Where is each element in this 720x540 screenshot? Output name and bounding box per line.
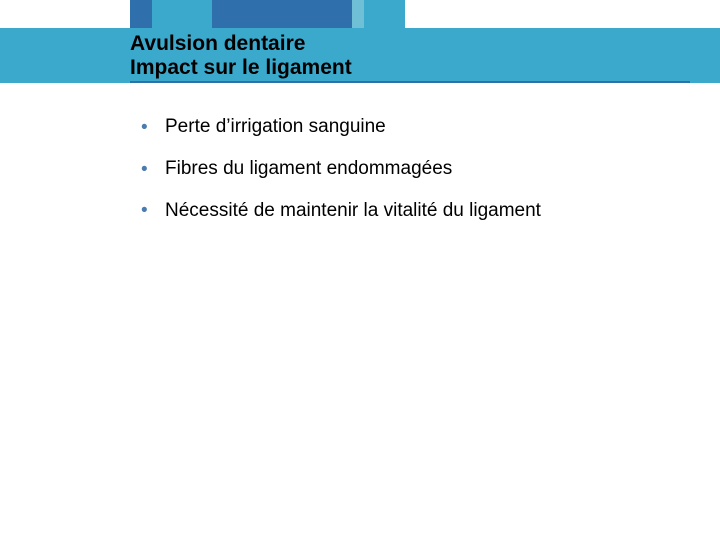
bullet-item: • Perte d’irrigation sanguine (135, 115, 695, 139)
bullet-text: Nécessité de maintenir la vitalité du li… (165, 200, 541, 221)
top-bar-segment (152, 0, 212, 28)
bullet-marker-icon: • (141, 160, 148, 179)
top-bar-segment (212, 0, 352, 28)
top-bar-segment (364, 0, 405, 28)
header-band: Avulsion dentaire Impact sur le ligament (0, 28, 720, 83)
bullet-list: • Perte d’irrigation sanguine • Fibres du l… (135, 115, 695, 222)
title-underline (130, 81, 690, 83)
slide-title-line1: Avulsion dentaire (130, 32, 352, 56)
top-bar-segment (352, 0, 364, 28)
bullet-item: • Nécessité de maintenir la vitalité du l… (135, 199, 695, 223)
bullet-marker-icon: • (141, 118, 148, 137)
bullet-marker-icon: • (141, 201, 148, 220)
slide-title: Avulsion dentaire Impact sur le ligament (130, 32, 352, 80)
top-bar-segment (130, 0, 152, 28)
top-accent-bar (0, 0, 405, 28)
bullet-item: • Fibres du ligament endommagées (135, 157, 695, 181)
slide-title-line2: Impact sur le ligament (130, 56, 352, 80)
top-bar-segment (0, 0, 130, 28)
bullet-text: Perte d’irrigation sanguine (165, 116, 386, 137)
content-area: • Perte d’irrigation sanguine • Fibres du l… (135, 115, 695, 240)
bullet-text: Fibres du ligament endommagées (165, 158, 452, 179)
